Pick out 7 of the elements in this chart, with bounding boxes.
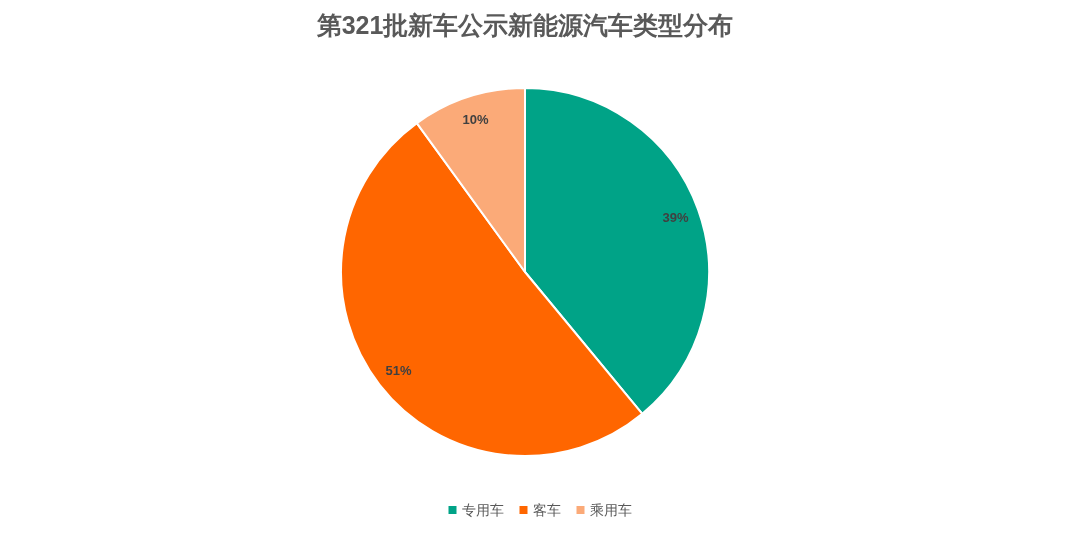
chart-title: 第321批新车公示新能源汽车类型分布 — [315, 11, 734, 39]
data-label: 10% — [462, 112, 489, 128]
legend-label: 乘用车 — [589, 502, 632, 518]
legend-label: 客车 — [532, 502, 561, 518]
data-label: 51% — [385, 362, 412, 378]
data-label: 39% — [662, 210, 690, 226]
legend-label: 专用车 — [461, 502, 504, 518]
